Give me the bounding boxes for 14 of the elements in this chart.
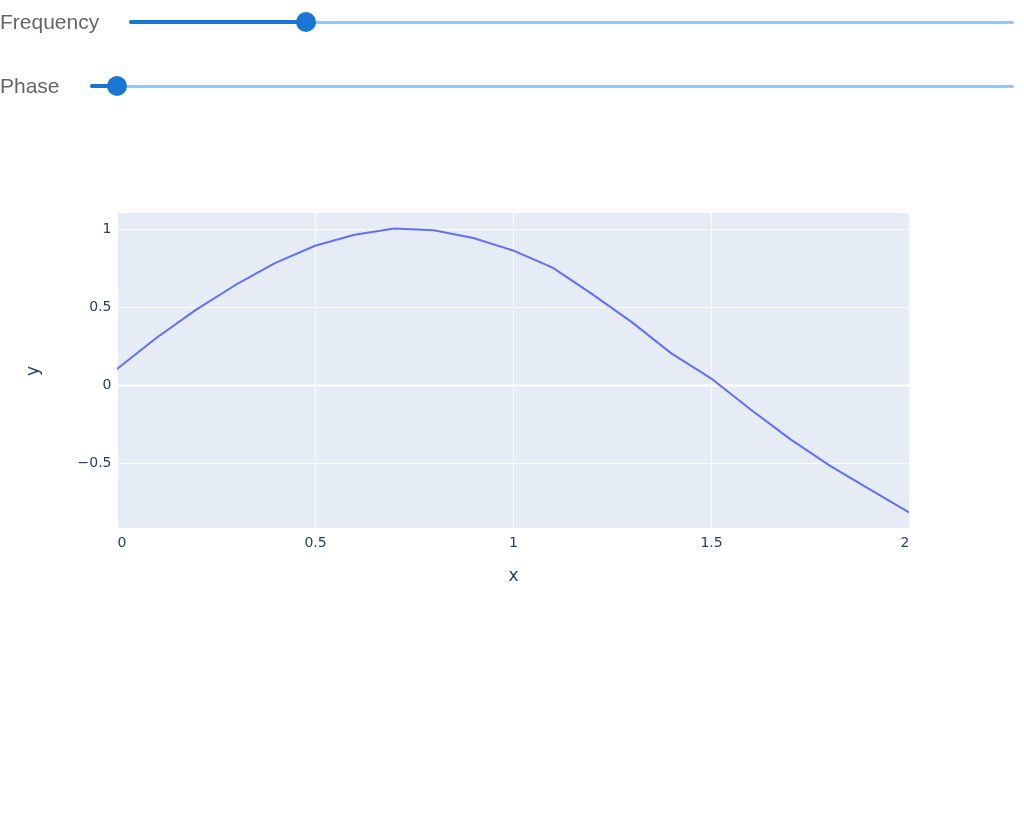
x-tick-label: 0.5 <box>304 533 327 550</box>
text: Frequency <box>0 10 100 34</box>
text: Phase <box>0 74 60 98</box>
y-axis-title: y <box>21 365 42 377</box>
x-tick-label: 1.5 <box>700 533 723 550</box>
y-tick-label: 0 <box>102 376 112 393</box>
x-tick-label: 1 <box>509 533 518 550</box>
y-tick-label: 1 <box>102 220 112 237</box>
x-tick-label: 2 <box>900 533 910 550</box>
y-tick-label: −0.5 <box>77 454 112 470</box>
y-tick-label: 0.5 <box>89 298 112 315</box>
line-series <box>117 227 909 514</box>
x-tick-label: 0 <box>117 533 127 550</box>
x-axis-title: x <box>508 564 519 585</box>
